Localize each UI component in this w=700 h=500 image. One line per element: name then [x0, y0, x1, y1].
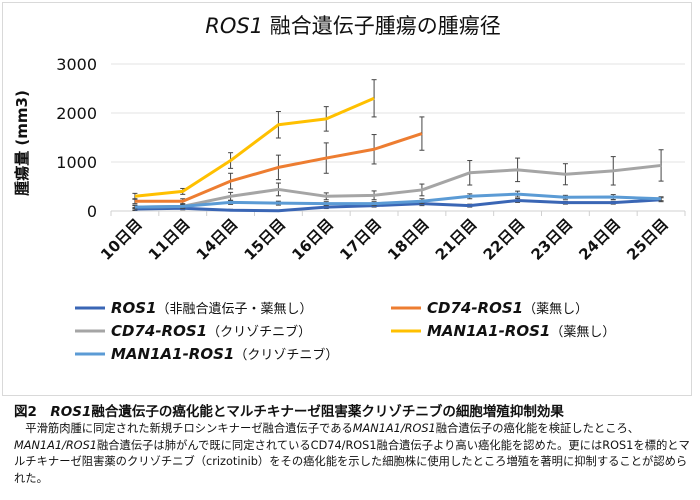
legend-label: MAN1A1-ROS1（クリゾチニブ） [111, 345, 338, 363]
line-chart: ROS1 融合遺伝子腫瘍の腫瘍径 腫瘍量 (mm3) 0 1000 2000 3000… [13, 14, 686, 363]
legend-label: CD74-ROS1（薬無し） [427, 299, 588, 317]
x-tick-label: 15日目 [241, 215, 290, 264]
legend-label: MAN1A1-ROS1（薬無し） [427, 322, 615, 340]
y-tick-label: 3000 [56, 55, 97, 74]
series-4 [132, 190, 664, 210]
series-line [134, 163, 662, 209]
series-line [134, 96, 375, 198]
series-1 [132, 116, 425, 205]
chart-panel: ROS1 融合遺伝子腫瘍の腫瘍径 腫瘍量 (mm3) 0 1000 2000 3000… [2, 2, 692, 396]
series-3 [132, 79, 377, 200]
x-tick-label: 10日目 [97, 215, 146, 264]
y-axis-label: 腫瘍量 (mm3) [13, 90, 31, 196]
series-line [134, 192, 662, 209]
series-line [134, 198, 662, 213]
x-tick-label: 21日目 [432, 215, 481, 264]
legend-label: ROS1（非融合遺伝子・薬無し） [111, 299, 313, 317]
legend-label: CD74-ROS1（クリゾチニブ） [111, 322, 311, 340]
legend-item: ROS1（非融合遺伝子・薬無し） [75, 299, 313, 317]
x-tick-label: 24日目 [575, 215, 624, 264]
series-2 [132, 149, 664, 210]
x-tick-label: 14日目 [193, 215, 242, 264]
series-line [134, 132, 423, 203]
x-tick-label: 22日目 [480, 215, 529, 264]
legend-item: MAN1A1-ROS1（薬無し） [391, 322, 615, 340]
x-tick-label: 25日目 [623, 215, 672, 264]
legend-item: CD74-ROS1（クリゾチニブ） [75, 322, 311, 340]
x-tick-label: 11日目 [145, 215, 194, 264]
x-tick-label: 23日目 [528, 215, 577, 264]
chart-title: ROS1 融合遺伝子腫瘍の腫瘍径 [205, 14, 501, 38]
caption-body: 平滑筋肉腫に同定された新規チロシンキナーゼ融合遺伝子であるMAN1A1/ROS1… [14, 422, 690, 485]
legend-item: CD74-ROS1（薬無し） [391, 299, 588, 317]
y-tick-label: 0 [87, 202, 97, 221]
y-tick-label: 1000 [56, 153, 97, 172]
y-tick-label: 2000 [56, 104, 97, 123]
figure-caption: 図2 ROS1融合遺伝子の癌化能とマルチキナーゼ阻害薬クリゾチニブの細胞増殖抑制… [14, 404, 694, 487]
caption-title: 図2 ROS1融合遺伝子の癌化能とマルチキナーゼ阻害薬クリゾチニブの細胞増殖抑制… [14, 404, 564, 420]
x-tick-label: 16日目 [288, 215, 337, 264]
x-tick-label: 18日目 [384, 215, 433, 264]
legend-item: MAN1A1-ROS1（クリゾチニブ） [75, 345, 338, 363]
x-tick-label: 17日目 [336, 215, 385, 264]
